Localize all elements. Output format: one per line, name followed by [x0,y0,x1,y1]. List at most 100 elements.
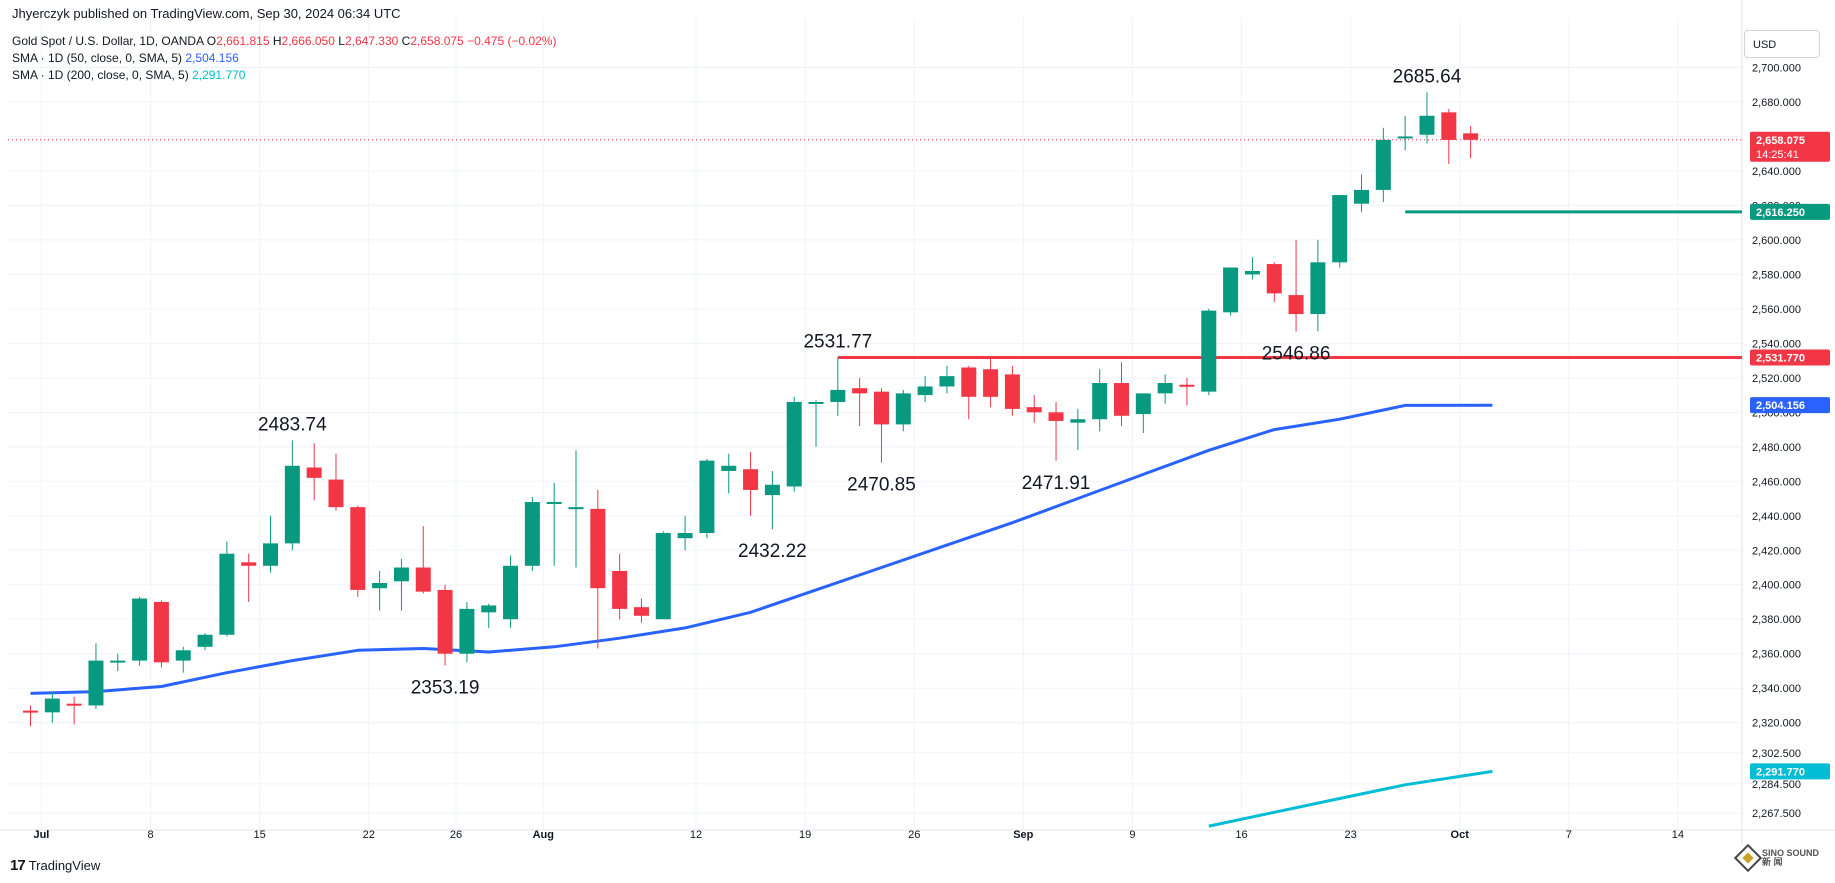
y-tick-label: 2,267.500 [1752,808,1801,820]
x-tick-label: 16 [1235,829,1247,841]
candle-body [503,565,519,620]
candle-body [66,703,82,706]
tradingview-name: TradingView [28,858,101,873]
level-badge: 2,616.250 [1756,207,1805,219]
price-annotation: 2546.86 [1262,344,1331,365]
watermark-line1: SINO SOUND [1762,848,1820,858]
publisher-line: Jhyerczyk published on TradingView.com, … [12,6,401,21]
last-price-badge-bg [1750,131,1830,162]
y-tick-label: 2,340.000 [1752,683,1801,695]
candle-body [44,698,60,713]
y-tick-label: 2,560.000 [1752,304,1801,316]
x-tick-label: 15 [253,829,265,841]
level-badge: 2,531.770 [1756,353,1805,365]
y-tick-label: 2,680.000 [1752,97,1801,109]
candle-body [655,533,671,620]
sma200-line [1208,769,1493,828]
sma50-badge: 2,504.156 [1756,400,1805,412]
candle-body [263,543,279,566]
candle-body [1223,267,1239,313]
open-label: O [206,34,217,48]
candle-body [1179,384,1195,387]
x-tick-label: 12 [690,829,702,841]
x-tick-label: 26 [450,829,462,841]
low-label: L [338,34,345,48]
candle-body [459,608,475,654]
x-tick-label: 23 [1344,829,1356,841]
sma50-value: 2,504.156 [185,51,239,65]
sma200-legend[interactable]: SMA · 1D (200, close, 0, SMA, 5) 2,291.7… [12,68,245,82]
level-badge-bg [1750,349,1830,366]
y-tick-label: 2,600.000 [1752,235,1801,247]
candle-body [393,567,409,582]
candle-body [284,465,300,544]
candle-body [961,367,977,397]
candle-body [1092,383,1108,420]
sma200-label: SMA · 1D (200, close, 0, SMA, 5) [12,68,189,82]
watermark-line2: 新 闻 [1762,857,1783,867]
y-tick-label: 2,480.000 [1752,442,1801,454]
symbol-legend[interactable]: Gold Spot / U.S. Dollar, 1D, OANDA O 2,66… [12,34,556,48]
x-tick-label: Sep [1013,829,1033,841]
low-value: 2,647.330 [344,34,399,48]
x-tick-label: Oct [1451,829,1470,841]
high-value: 2,666.050 [281,34,335,48]
price-annotation: 2470.85 [847,475,916,496]
candle-body [1288,295,1304,315]
candle-body [219,553,235,635]
sma200-badge-bg [1750,763,1830,780]
candle-body [633,607,649,616]
sma50-label: SMA · 1D (50, close, 0, SMA, 5) [12,51,183,65]
x-tick-label: 8 [147,829,153,841]
candle-body [481,605,497,613]
candle-body [132,598,148,661]
x-tick-label: 26 [908,829,920,841]
candle-body [590,508,606,589]
x-tick-label: 7 [1566,829,1572,841]
candle-body [88,660,104,706]
candle-body [677,533,693,539]
candle-body [175,650,191,661]
candle-body [23,710,38,713]
y-tick-label: 2,360.000 [1752,649,1801,661]
candle-body [372,583,388,589]
candle-body [830,389,846,402]
close-value: 2,658.075 [410,34,464,48]
candle-body [612,570,628,609]
sma50-legend[interactable]: SMA · 1D (50, close, 0, SMA, 5) 2,504.15… [12,51,239,65]
candle-body [1310,262,1326,315]
y-tick-label: 2,320.000 [1752,718,1801,730]
candle-body [1070,419,1086,423]
symbol-name: Gold Spot / U.S. Dollar, 1D, OANDA [12,34,204,48]
candle-body [939,376,955,387]
currency-button[interactable]: USD [1744,30,1820,58]
candle-body [1135,393,1151,415]
candle-body [852,388,868,394]
tradingview-logo-icon: 17 [10,857,26,874]
price-annotation: 2353.19 [411,677,480,698]
x-tick-label: Jul [33,829,49,841]
candle-body [153,601,169,663]
close-label: C [401,34,411,48]
price-annotation: 2685.64 [1393,66,1462,87]
candle-body [1354,189,1370,204]
price-annotation: 2471.91 [1022,473,1091,494]
candle-body [895,393,911,425]
candle-body [764,484,780,496]
candle-body [1441,112,1457,140]
x-tick-label: 19 [799,829,811,841]
candle-body [1463,133,1479,140]
sma50-badge-bg [1750,397,1830,414]
change-value: −0.475 (−0.02%) [467,34,557,48]
tradingview-footer[interactable]: 17 TradingView [10,857,100,874]
x-tick-label: 14 [1672,829,1684,841]
candle-body [568,507,584,510]
y-tick-label: 2,540.000 [1752,338,1801,350]
y-tick-label: 2,400.000 [1752,580,1801,592]
candle-body [1266,264,1282,294]
y-tick-label: 2,700.000 [1752,63,1801,75]
x-tick-label: Aug [533,829,554,841]
candle-body [197,634,213,647]
candle-body [1375,139,1391,190]
